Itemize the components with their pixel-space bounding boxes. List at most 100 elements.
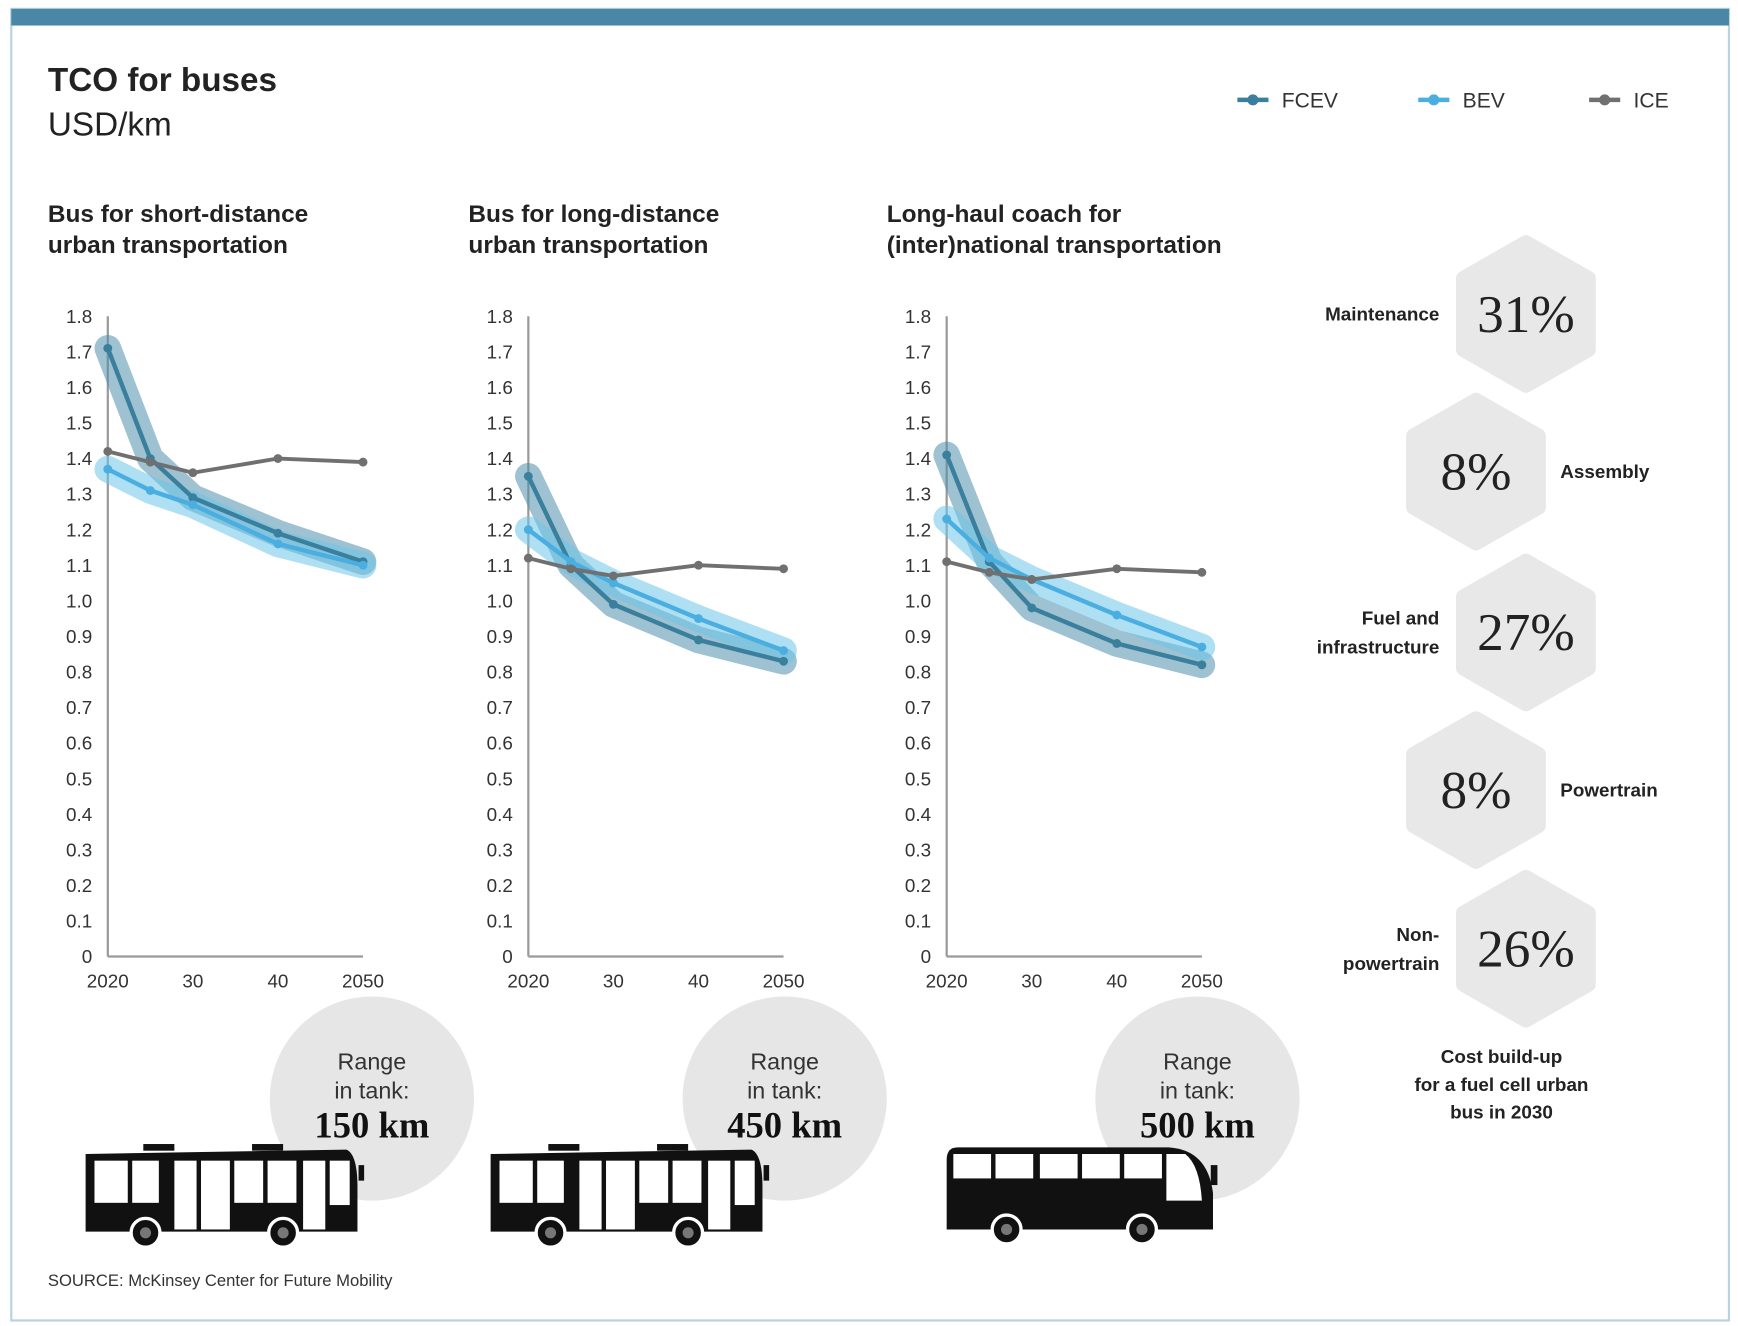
data-point-bev [779, 646, 788, 656]
bus-window [132, 1160, 159, 1203]
hexagon [1455, 553, 1596, 712]
data-point-ice [103, 446, 113, 456]
legend-label-bev: BEV [1463, 90, 1505, 113]
y-tick-label: 1.3 [905, 484, 931, 505]
cost-label: Powertrain [1560, 780, 1657, 801]
bus-roof-unit [657, 1144, 689, 1151]
bus-window [672, 1160, 702, 1203]
hexagon [1406, 711, 1546, 869]
range-label: in tank: [334, 1078, 409, 1104]
y-tick-label: 0.3 [905, 839, 931, 860]
y-tick-label: 0.6 [487, 733, 513, 754]
range-label: in tank: [1160, 1078, 1235, 1104]
y-tick-label: 0.2 [66, 875, 92, 896]
chart-title-line: (inter)national transportation [887, 232, 1222, 259]
range-value: 500 km [1140, 1104, 1255, 1145]
source-note: SOURCE: McKinsey Center for Future Mobil… [48, 1271, 393, 1290]
legend-label-ice: ICE [1634, 90, 1669, 113]
chart-2: Bus for long-distance urban transportatio… [468, 201, 887, 1201]
data-point-ice [1112, 564, 1122, 574]
range-label: Range [750, 1049, 819, 1075]
data-point-bev [1112, 610, 1122, 620]
cost-item-2: 8% Assembly [1406, 392, 1650, 551]
legend-marker-ice [1599, 94, 1611, 106]
y-tick-label: 0.4 [905, 804, 931, 825]
y-tick-label: 0.1 [487, 911, 513, 932]
y-tick-label: 1.6 [905, 377, 931, 398]
bus-window [1124, 1154, 1162, 1179]
chart-title-line: Long-haul coach for [887, 201, 1122, 228]
bus-hub [139, 1227, 152, 1239]
y-tick-label: 0.4 [487, 804, 513, 825]
data-point-ice [694, 560, 703, 570]
y-tick-label: 0 [82, 946, 93, 967]
y-tick-label: 1.0 [905, 590, 931, 611]
y-tick-label: 0.2 [487, 875, 513, 896]
data-point-ice [779, 564, 788, 574]
range-label: in tank: [747, 1078, 822, 1104]
y-tick-label: 0.8 [487, 662, 513, 683]
y-tick-label: 1.1 [66, 555, 92, 576]
y-tick-label: 0.5 [487, 768, 513, 789]
bus-window [267, 1160, 297, 1203]
data-point-bev [984, 553, 994, 563]
bus-mirror [1210, 1165, 1218, 1186]
data-point-fcev [1197, 660, 1207, 670]
cost-label: Assembly [1560, 461, 1650, 482]
x-tick-label: 2050 [763, 971, 805, 992]
y-tick-label: 0.7 [66, 697, 92, 718]
chart-3: Long-haul coach for (inter)national trans… [887, 201, 1300, 1201]
cost-label: Maintenance [1325, 304, 1439, 325]
bus-window [1082, 1154, 1120, 1179]
data-point-fcev [273, 528, 283, 538]
y-tick-label: 1.7 [905, 341, 931, 362]
y-tick-label: 1.7 [66, 341, 92, 362]
y-tick-label: 1.5 [487, 413, 513, 434]
x-tick-label: 30 [603, 971, 624, 992]
data-point-bev [103, 464, 113, 474]
y-tick-label: 1.2 [487, 519, 513, 540]
hexagon [1455, 869, 1596, 1028]
y-tick-label: 1.7 [487, 341, 513, 362]
city-bus-short [85, 1144, 365, 1249]
data-point-ice [608, 571, 618, 581]
data-point-fcev [523, 471, 533, 481]
x-tick-label: 2050 [342, 971, 384, 992]
data-point-fcev [188, 493, 198, 503]
x-tick-label: 2020 [87, 971, 129, 992]
charts: Bus for short-distance urban transportati… [48, 201, 1300, 1201]
data-point-fcev [103, 343, 113, 353]
data-point-bev [523, 525, 533, 535]
x-tick-label: 2050 [1181, 971, 1223, 992]
y-tick-label: 1.1 [905, 555, 931, 576]
y-tick-label: 0.2 [905, 875, 931, 896]
cost-label: Non- [1396, 924, 1439, 945]
bus-window [329, 1160, 350, 1206]
y-tick-label: 1.3 [66, 484, 92, 505]
y-tick-label: 1.5 [905, 413, 931, 434]
cost-item-3: 27% Fuel and infrastructure [1317, 553, 1596, 712]
x-tick-label: 40 [267, 971, 288, 992]
bus-hub [1136, 1223, 1148, 1236]
cost-percentage: 27% [1477, 603, 1575, 662]
y-tick-label: 1.1 [487, 555, 513, 576]
y-tick-label: 0.5 [66, 768, 92, 789]
bus-windshield [1166, 1154, 1202, 1201]
bus-window [234, 1160, 264, 1203]
chart-title-line: urban transportation [48, 232, 288, 259]
bus-window [995, 1154, 1034, 1179]
y-tick-label: 1.0 [66, 590, 92, 611]
data-point-ice [942, 557, 952, 567]
hexagon [1406, 392, 1546, 551]
cost-percentage: 31% [1477, 285, 1575, 344]
cost-buildup: 31% Maintenance 8% Assembly 27% Fuel and infra… [1317, 235, 1658, 1123]
bus-roof-unit [548, 1144, 580, 1151]
y-tick-label: 1.4 [66, 448, 92, 469]
chart-1: Bus for short-distance urban transportati… [48, 201, 474, 1201]
page-title: TCO for buses [48, 62, 277, 99]
data-point-fcev [1112, 639, 1122, 648]
chart-title-line: Bus for short-distance [48, 201, 308, 228]
y-tick-label: 1.4 [905, 448, 931, 469]
bus-window [94, 1160, 128, 1203]
y-tick-label: 0.1 [905, 911, 931, 932]
